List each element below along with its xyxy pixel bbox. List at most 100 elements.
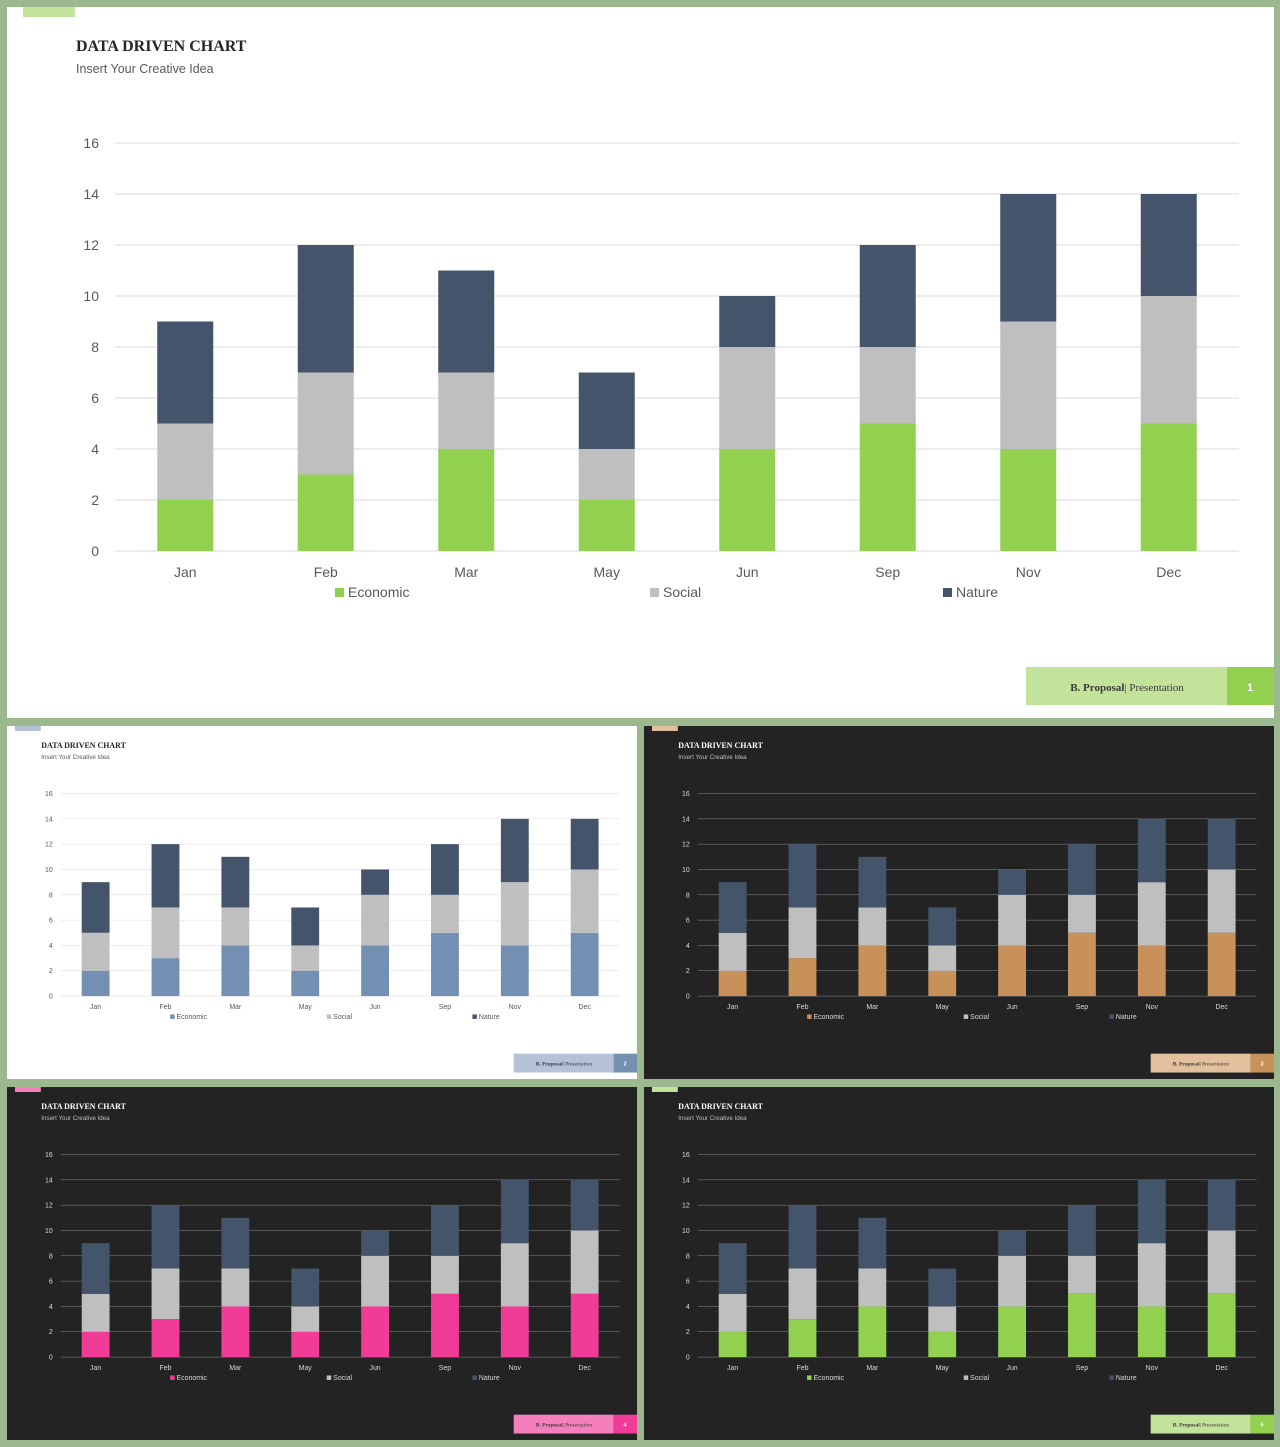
bar-social-may[interactable] — [291, 1306, 320, 1332]
bar-nature-jan[interactable] — [718, 882, 747, 933]
bar-economic-dec[interactable] — [570, 932, 599, 997]
bar-economic-may[interactable] — [928, 1331, 957, 1358]
bar-economic-feb[interactable] — [151, 1319, 180, 1358]
bar-nature-dec[interactable] — [1207, 818, 1236, 870]
bar-economic-jun[interactable] — [719, 449, 776, 551]
bar-social-may[interactable] — [928, 945, 957, 971]
bar-economic-nov[interactable] — [500, 1306, 529, 1358]
bar-social-sep[interactable] — [431, 1255, 459, 1294]
bar-economic-jun[interactable] — [998, 1306, 1027, 1358]
bar-social-feb[interactable] — [151, 1268, 180, 1320]
bar-economic-may[interactable] — [291, 970, 320, 997]
bar-nature-feb[interactable] — [297, 245, 354, 373]
bar-social-mar[interactable] — [221, 1268, 250, 1307]
bar-economic-jan[interactable] — [157, 500, 214, 551]
bar-social-jun[interactable] — [998, 894, 1027, 946]
bar-nature-mar[interactable] — [221, 856, 250, 908]
bar-social-mar[interactable] — [221, 907, 250, 946]
bar-economic-sep[interactable] — [431, 1293, 459, 1358]
bar-social-dec[interactable] — [1207, 869, 1236, 933]
bar-nature-jun[interactable] — [998, 869, 1027, 895]
bar-social-may[interactable] — [291, 945, 320, 971]
bar-nature-feb[interactable] — [788, 844, 817, 908]
bar-economic-jun[interactable] — [361, 1306, 390, 1358]
bar-social-feb[interactable] — [151, 907, 180, 959]
bar-economic-sep[interactable] — [1068, 1293, 1096, 1358]
bar-economic-feb[interactable] — [788, 958, 817, 997]
bar-social-mar[interactable] — [438, 372, 495, 450]
bar-nature-feb[interactable] — [151, 844, 180, 908]
bar-economic-feb[interactable] — [297, 474, 354, 552]
bar-economic-mar[interactable] — [858, 945, 887, 997]
bar-nature-jun[interactable] — [998, 1230, 1027, 1256]
bar-nature-dec[interactable] — [570, 818, 599, 870]
bar-nature-sep[interactable] — [1068, 1205, 1096, 1256]
bar-economic-sep[interactable] — [431, 932, 459, 997]
bar-social-may[interactable] — [928, 1306, 957, 1332]
bar-nature-nov[interactable] — [1137, 818, 1166, 883]
bar-social-dec[interactable] — [1140, 296, 1197, 424]
bar-social-sep[interactable] — [1068, 894, 1096, 933]
bar-social-nov[interactable] — [1137, 1243, 1166, 1307]
bar-nature-may[interactable] — [291, 1268, 320, 1307]
bar-social-jun[interactable] — [998, 1255, 1027, 1307]
bar-economic-feb[interactable] — [788, 1319, 817, 1358]
bar-nature-may[interactable] — [578, 372, 635, 450]
bar-economic-jan[interactable] — [81, 1331, 110, 1358]
bar-economic-dec[interactable] — [570, 1293, 599, 1358]
bar-social-dec[interactable] — [570, 1230, 599, 1294]
bar-nature-jan[interactable] — [718, 1243, 747, 1294]
bar-economic-may[interactable] — [578, 500, 635, 551]
bar-nature-dec[interactable] — [1140, 194, 1197, 296]
bar-nature-mar[interactable] — [221, 1217, 250, 1269]
bar-social-nov[interactable] — [500, 882, 529, 946]
bar-social-mar[interactable] — [858, 1268, 887, 1307]
bar-economic-nov[interactable] — [1137, 945, 1166, 997]
bar-nature-sep[interactable] — [431, 1205, 459, 1256]
bar-economic-dec[interactable] — [1207, 932, 1236, 997]
bar-nature-mar[interactable] — [858, 1217, 887, 1269]
slide-2[interactable]: DATA DRIVEN CHART Insert Your Creative Id… — [7, 726, 637, 1079]
bar-social-jan[interactable] — [718, 1293, 747, 1332]
bar-economic-jan[interactable] — [718, 1331, 747, 1358]
bar-nature-sep[interactable] — [1068, 844, 1096, 895]
bar-nature-sep[interactable] — [431, 844, 459, 895]
bar-economic-jan[interactable] — [718, 970, 747, 997]
bar-economic-nov[interactable] — [1137, 1306, 1166, 1358]
bar-social-nov[interactable] — [1137, 882, 1166, 946]
bar-nature-jun[interactable] — [719, 296, 776, 347]
bar-economic-mar[interactable] — [438, 449, 495, 551]
bar-nature-feb[interactable] — [788, 1205, 817, 1269]
bar-nature-jan[interactable] — [81, 1243, 110, 1294]
bar-economic-feb[interactable] — [151, 958, 180, 997]
bar-social-jan[interactable] — [718, 932, 747, 971]
bar-economic-mar[interactable] — [221, 1306, 250, 1358]
slide-5[interactable]: DATA DRIVEN CHART Insert Your Creative Id… — [644, 1087, 1274, 1440]
bar-social-may[interactable] — [578, 449, 635, 500]
bar-nature-sep[interactable] — [859, 245, 916, 347]
bar-social-feb[interactable] — [297, 372, 354, 475]
bar-economic-sep[interactable] — [1068, 932, 1096, 997]
bar-nature-jan[interactable] — [81, 882, 110, 933]
bar-nature-nov[interactable] — [1137, 1179, 1166, 1244]
bar-nature-jan[interactable] — [157, 321, 214, 424]
bar-economic-jun[interactable] — [998, 945, 1027, 997]
bar-nature-may[interactable] — [928, 1268, 957, 1307]
bar-economic-jun[interactable] — [361, 945, 390, 997]
bar-social-nov[interactable] — [1000, 321, 1057, 450]
bar-social-sep[interactable] — [859, 347, 916, 424]
bar-social-nov[interactable] — [500, 1243, 529, 1307]
bar-economic-may[interactable] — [928, 970, 957, 997]
bar-social-feb[interactable] — [788, 1268, 817, 1320]
slide-1[interactable]: DATA DRIVEN CHART Insert Your Creative Id… — [7, 7, 1274, 718]
bar-social-mar[interactable] — [858, 907, 887, 946]
bar-social-sep[interactable] — [431, 894, 459, 933]
bar-social-dec[interactable] — [570, 869, 599, 933]
bar-economic-mar[interactable] — [858, 1306, 887, 1358]
bar-nature-may[interactable] — [291, 907, 320, 946]
bar-social-dec[interactable] — [1207, 1230, 1236, 1294]
bar-nature-nov[interactable] — [500, 1179, 529, 1244]
bar-economic-jan[interactable] — [81, 970, 110, 997]
bar-nature-mar[interactable] — [438, 270, 495, 373]
bar-nature-jun[interactable] — [361, 869, 390, 895]
